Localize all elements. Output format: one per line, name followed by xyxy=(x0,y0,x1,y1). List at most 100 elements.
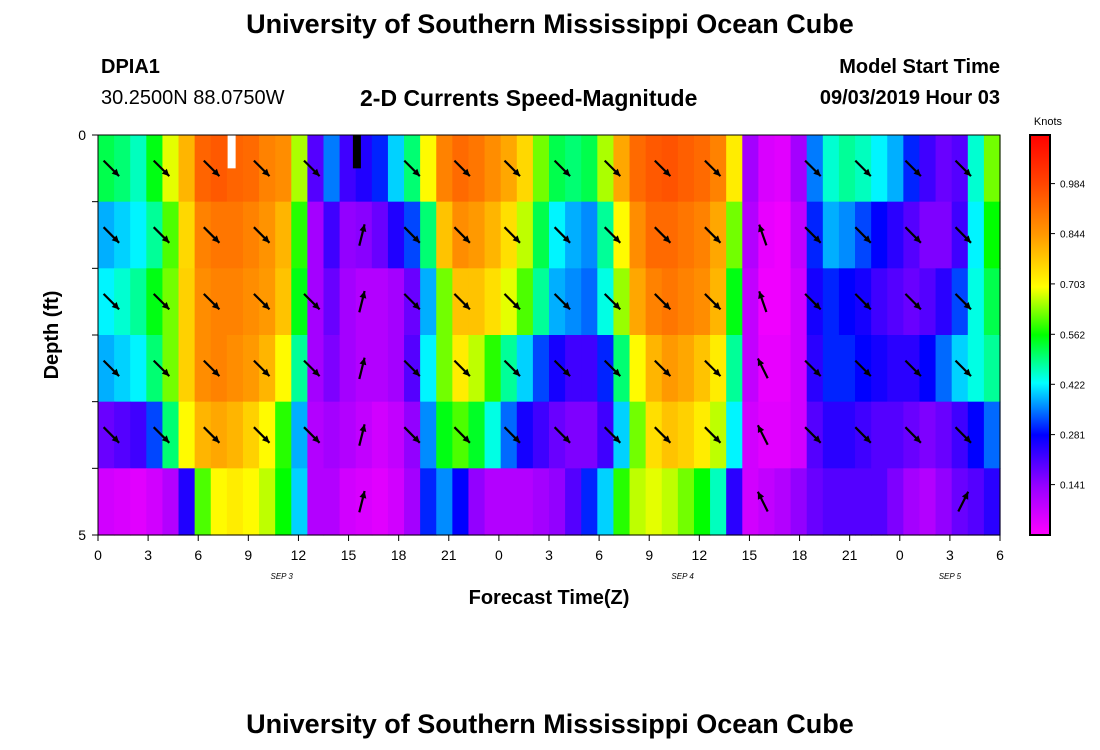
heatmap-cell xyxy=(98,268,115,336)
x-tick-label: 18 xyxy=(792,547,808,563)
heatmap-cell xyxy=(549,201,566,269)
heatmap-cell xyxy=(130,135,147,203)
x-tick-label: 0 xyxy=(896,547,904,563)
current-vector-head xyxy=(312,368,320,377)
current-vector-head xyxy=(462,235,470,243)
heatmap-cell xyxy=(790,135,808,203)
heatmap-cell xyxy=(532,401,550,469)
x-tick-label: 15 xyxy=(341,547,357,563)
current-vector-head xyxy=(963,168,971,177)
current-vector xyxy=(358,424,367,446)
heatmap-cell xyxy=(500,335,518,403)
current-vector xyxy=(904,293,922,311)
current-vector xyxy=(603,293,622,311)
heatmap-cell xyxy=(903,201,921,269)
heatmap-cell xyxy=(259,268,276,336)
heatmap-cell xyxy=(677,335,695,403)
current-vector-head xyxy=(612,435,621,443)
heatmap-cell xyxy=(693,401,711,469)
current-vector-head xyxy=(813,302,821,310)
x-tick-label: 9 xyxy=(645,547,653,563)
current-vector xyxy=(453,226,471,244)
heatmap-cell xyxy=(677,135,695,203)
x-tick-label: 6 xyxy=(194,547,202,563)
heatmap-cell xyxy=(983,268,1001,336)
current-vector-head xyxy=(713,368,721,377)
heatmap-cell xyxy=(871,268,888,336)
current-vector-head xyxy=(262,368,270,377)
current-vector xyxy=(957,491,970,512)
heatmap-cell xyxy=(371,201,389,269)
heatmap-cell xyxy=(468,335,486,403)
heatmap-cell xyxy=(710,201,727,269)
heatmap-cell xyxy=(983,135,1001,203)
current-vector xyxy=(603,426,622,444)
heatmap-cell xyxy=(629,135,647,203)
heatmap-cell xyxy=(967,335,985,403)
heatmap-cell xyxy=(323,401,341,469)
heatmap-cell xyxy=(581,135,598,203)
heatmap-cell xyxy=(242,401,260,469)
heatmap-cell xyxy=(693,201,711,269)
heatmap-cell xyxy=(903,268,921,336)
heatmap-cell xyxy=(661,335,679,403)
colorbar-tick-label: 0.422 xyxy=(1060,380,1085,391)
current-vector xyxy=(403,159,421,177)
current-vector-head xyxy=(359,357,367,366)
heatmap-cell xyxy=(210,135,228,203)
current-vector-head xyxy=(312,168,320,177)
current-vector-head xyxy=(863,368,871,377)
current-vector-head xyxy=(713,235,721,243)
current-vector-head xyxy=(412,235,420,243)
current-vector xyxy=(358,224,367,246)
current-vector xyxy=(756,424,769,446)
heatmap-cell xyxy=(855,468,872,536)
plot-title: 2-D Currents Speed-Magnitude xyxy=(360,85,698,111)
x-axis-ticks: 0 3 6 9 12 15 18 21 0 3 6 9 12 15 18 21 0 3 6 xyxy=(94,535,1004,563)
heatmap-cell xyxy=(822,135,840,203)
heatmap-cell xyxy=(130,468,147,536)
heatmap-cell xyxy=(259,401,276,469)
current-vector-head xyxy=(757,491,765,500)
current-vector xyxy=(152,293,171,311)
x-tick-label: 0 xyxy=(94,547,102,563)
heatmap-cell xyxy=(452,135,470,203)
heatmap-cell xyxy=(887,268,904,336)
current-vector-head xyxy=(111,302,120,310)
heatmap-cell xyxy=(967,468,985,536)
heatmap-cell xyxy=(565,268,582,336)
current-vector-head xyxy=(562,235,571,243)
heatmap-cell xyxy=(838,201,856,269)
heatmap-cell xyxy=(710,401,727,469)
heatmap-cell xyxy=(597,335,615,403)
x-tick-label: 3 xyxy=(946,547,954,563)
heatmap-cell xyxy=(597,268,615,336)
heatmap-cell xyxy=(484,201,502,269)
heatmap-cell xyxy=(871,401,888,469)
heatmap-cell xyxy=(726,135,743,203)
station-coords: 30.2500N 88.0750W xyxy=(101,87,285,109)
current-vector-head xyxy=(913,235,921,243)
heatmap-cell xyxy=(291,468,308,536)
heatmap-cell xyxy=(242,335,260,403)
heatmap-cell xyxy=(887,401,904,469)
heatmap-cell xyxy=(597,401,615,469)
y-axis-label: Depth (ft) xyxy=(41,291,63,380)
heatmap-cell xyxy=(774,401,792,469)
x-tick-label: 21 xyxy=(842,547,858,563)
heatmap-cell xyxy=(726,335,743,403)
heatmap-cell xyxy=(983,468,1001,536)
heatmap-cell xyxy=(436,201,453,269)
current-vector xyxy=(403,359,421,377)
current-vector-head xyxy=(612,235,621,243)
heatmap-cell xyxy=(871,201,888,269)
heatmap-cell xyxy=(307,268,325,336)
heatmap-cell xyxy=(210,201,228,269)
heatmap-cell xyxy=(983,401,1001,469)
current-vector xyxy=(403,426,421,444)
current-vector-head xyxy=(312,435,320,443)
heatmap-cell xyxy=(420,201,437,269)
current-vector-head xyxy=(963,435,971,443)
heatmap-cell xyxy=(371,401,389,469)
